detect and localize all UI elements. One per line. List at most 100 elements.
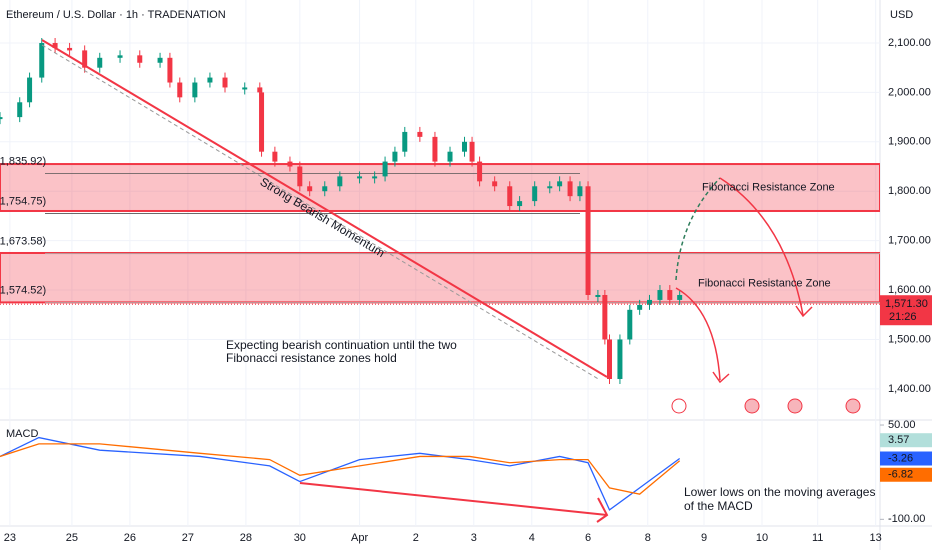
candle <box>287 161 293 167</box>
candle <box>617 339 623 379</box>
plot-area: (1,835.92) (1,754.75) (1,673.58) (1,574.52) <box>0 0 880 526</box>
candle <box>647 299 653 305</box>
candle <box>595 294 601 297</box>
candle <box>82 50 88 68</box>
candle <box>97 57 103 68</box>
x-tick-label: 28 <box>240 532 252 544</box>
candle <box>547 186 553 189</box>
candle <box>382 161 388 177</box>
x-tick-label: 8 <box>645 532 651 544</box>
candle <box>297 166 303 187</box>
macd-value-label: -6.82 <box>888 469 913 481</box>
y-tick-label: 1,700.00 <box>888 235 931 247</box>
x-tick-label: 23 <box>4 532 16 544</box>
candle <box>557 181 563 187</box>
candle <box>222 77 228 88</box>
candle <box>137 55 143 63</box>
annotation: Lower lows on the moving averages <box>684 485 875 499</box>
fib-label: (1,574.52) <box>0 285 46 297</box>
y-tick-label: 1,600.00 <box>888 284 931 296</box>
x-tick-label: 25 <box>66 532 78 544</box>
countdown: 21:26 <box>889 311 917 323</box>
price-tag <box>880 295 932 326</box>
y-tick-label: 1,500.00 <box>888 333 931 345</box>
candle <box>517 201 523 207</box>
event-icon <box>787 398 803 414</box>
candle <box>117 55 123 58</box>
candle <box>177 82 183 98</box>
fib-label: (1,754.75) <box>0 195 46 207</box>
candle <box>259 92 265 152</box>
x-tick-label: 6 <box>585 532 591 544</box>
macd-trend-line <box>299 482 608 516</box>
candle <box>462 141 468 152</box>
event-icon <box>845 398 861 414</box>
candle <box>577 186 583 197</box>
candle <box>532 186 538 202</box>
annotation: Expecting bearish continuation until the… <box>226 338 457 352</box>
y-tick-label: 1,900.00 <box>888 136 931 148</box>
candle <box>657 290 663 300</box>
candle <box>272 151 278 162</box>
candle <box>677 294 683 300</box>
fib-label: (1,835.92) <box>0 155 46 167</box>
candle <box>392 151 398 162</box>
candle <box>567 181 573 197</box>
candle <box>469 141 475 162</box>
projection-down <box>719 177 813 318</box>
annotation: Fibonacci resistance zones hold <box>226 351 397 365</box>
macd-tick-label: 50.00 <box>888 419 916 431</box>
x-tick-label: 3 <box>471 532 477 544</box>
candle <box>507 186 513 207</box>
arrow-head <box>596 497 609 523</box>
x-tick-label: 9 <box>701 532 707 544</box>
macd-value-label: -3.26 <box>888 452 913 464</box>
macd-line <box>0 443 681 495</box>
macd-tick-label: -100.00 <box>888 513 925 525</box>
fib-label: (1,673.58) <box>0 236 46 248</box>
candle <box>432 136 438 162</box>
y-tick-label: 1,800.00 <box>888 185 931 197</box>
macd-value-tag <box>880 451 932 466</box>
y-tick-label: 2,100.00 <box>888 37 931 49</box>
candle <box>27 77 33 103</box>
candle <box>477 161 483 182</box>
trend-dashed <box>41 44 601 381</box>
x-tick-label: 13 <box>870 532 882 544</box>
candle <box>417 131 423 137</box>
zone-label: Fibonacci Resistance Zone <box>698 278 831 290</box>
projection-up <box>675 177 721 281</box>
zone-label: Fibonacci Resistance Zone <box>702 181 835 193</box>
x-tick-label: 2 <box>413 532 419 544</box>
x-tick-label: 30 <box>294 532 306 544</box>
candle <box>257 87 263 93</box>
candle <box>357 176 363 179</box>
candle <box>322 186 328 192</box>
currency: USD <box>890 9 913 21</box>
x-tick-label: 11 <box>812 532 823 544</box>
event-icon <box>671 398 687 414</box>
projection-down <box>675 287 730 384</box>
annotation: of the MACD <box>684 499 753 513</box>
x-tick-label: 10 <box>756 532 768 544</box>
candle <box>52 42 58 48</box>
event-icons <box>671 398 861 414</box>
candle <box>167 57 173 83</box>
x-tick-label: Apr <box>351 532 368 544</box>
candle <box>242 87 248 90</box>
x-tick-label: 27 <box>182 532 194 544</box>
candle <box>157 57 163 63</box>
chart-title: Ethereum / U.S. Dollar · 1h · TRADENATIO… <box>6 9 226 21</box>
candle <box>602 294 608 340</box>
candle <box>337 176 343 187</box>
x-tick-label: 26 <box>124 532 136 544</box>
candle <box>585 186 591 295</box>
candle <box>637 304 643 310</box>
event-icon <box>744 398 760 414</box>
macd-value-tag <box>880 433 932 448</box>
candle <box>307 186 313 192</box>
candle <box>0 117 3 120</box>
candle <box>207 77 213 83</box>
x-tick-label: 4 <box>529 532 535 544</box>
